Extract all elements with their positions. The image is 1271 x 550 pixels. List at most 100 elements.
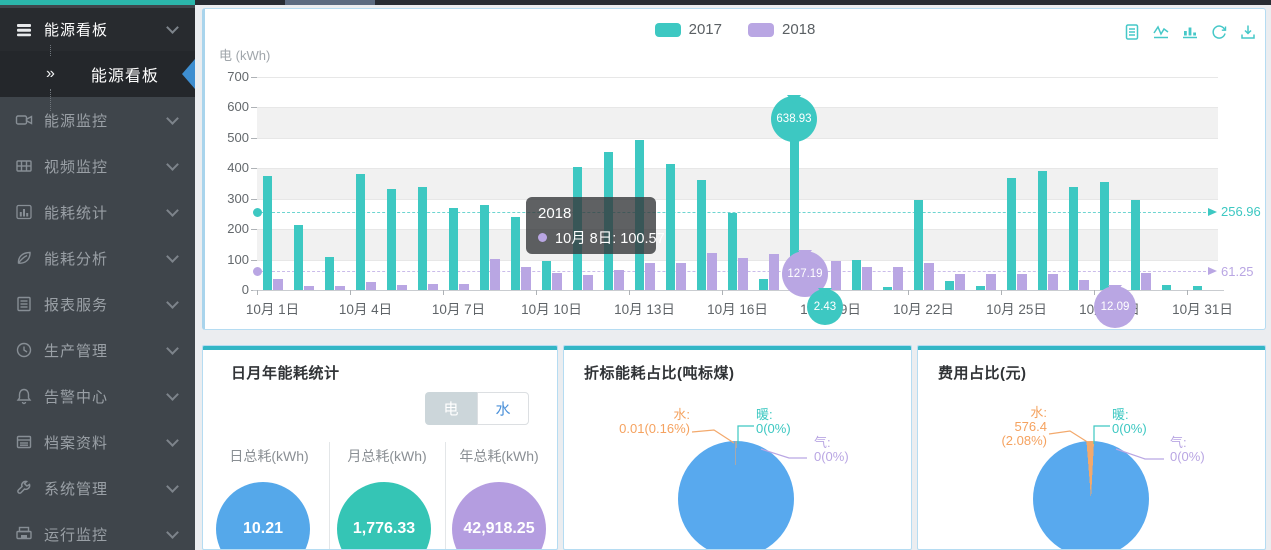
x-axis-label: 10月 4日 [338, 302, 393, 317]
bar-2017-day28[interactable] [1099, 181, 1109, 290]
legend-item-2018[interactable]: 2018 [748, 21, 815, 38]
bar-2018-day27[interactable] [1079, 280, 1089, 290]
top-strip-sidebar-segment [0, 0, 195, 5]
bar-2017-day3[interactable] [324, 257, 334, 290]
sidebar-subitem-energy-dashboard-active[interactable]: » 能源看板 [0, 45, 195, 111]
bar-2017-day8[interactable] [479, 204, 489, 290]
bar-2017-day25[interactable] [1006, 178, 1016, 290]
sidebar-item-energy-dashboard[interactable]: 能源看板 [0, 8, 195, 51]
bar-2017-day17[interactable] [758, 279, 768, 290]
bar-2018-day12[interactable] [614, 270, 624, 290]
top-scrollbar-thumb[interactable] [285, 0, 375, 5]
electricity-toggle-button[interactable]: 电 [425, 392, 477, 425]
bar-2017-day4[interactable] [355, 173, 365, 290]
film-icon [14, 157, 33, 176]
bar-2018-day13[interactable] [645, 263, 655, 290]
bar-2017-day27[interactable] [1068, 186, 1078, 290]
sidebar-item-video-monitoring[interactable]: 视频监控 [0, 143, 195, 189]
average-mark-line-label: 61.25 [1208, 262, 1254, 280]
sidebar-item-energy-monitoring[interactable]: 能源监控 [0, 97, 195, 143]
bar-2018-day29[interactable] [1141, 273, 1151, 290]
bar-2017-day5[interactable] [386, 188, 396, 290]
bar-2018-day9[interactable] [521, 267, 531, 290]
y-axis-tick [251, 259, 257, 261]
bar-2017-day16[interactable] [727, 213, 737, 290]
bar-2018-day15[interactable] [707, 252, 717, 290]
column-divider [329, 442, 330, 549]
bar-2018-day24[interactable] [986, 274, 996, 290]
cost-pie-chart[interactable] [1033, 441, 1149, 549]
x-axis-tick [1001, 290, 1002, 295]
sidebar-item-energy-statistics[interactable]: 能耗统计 [0, 189, 195, 235]
restore-icon[interactable] [1210, 23, 1228, 41]
sidebar-item-label: 生产管理 [44, 342, 109, 360]
sidebar-item-alert-center[interactable]: 告警中心 [0, 373, 195, 419]
bar-2018-day21[interactable] [893, 267, 903, 290]
bar-2017-day1[interactable] [262, 175, 272, 290]
average-mark-line [257, 211, 1206, 213]
chevron-down-icon [166, 433, 179, 447]
bar-2017-day30[interactable] [1161, 284, 1171, 290]
energy-chart-card: 2017 2018 电 (kWh) 0 100 20 [202, 8, 1266, 330]
plot-band [257, 168, 1218, 199]
line-chart-type-icon[interactable] [1152, 23, 1170, 41]
legend-item-2017[interactable]: 2017 [654, 21, 722, 38]
bar-2018-day14[interactable] [676, 263, 686, 290]
bar-2018-day2[interactable] [304, 286, 314, 290]
bar-2017-day14[interactable] [665, 163, 675, 290]
bar-2018-day8[interactable] [490, 259, 500, 290]
bar-2017-day24[interactable] [975, 286, 985, 290]
bar-2018-day19[interactable] [831, 261, 841, 290]
bar-2017-day15[interactable] [696, 180, 706, 290]
bar-2018-day20[interactable] [862, 267, 872, 290]
bar-2018-day3[interactable] [335, 286, 345, 290]
bar-2018-day6[interactable] [428, 283, 438, 290]
bar-2017-day22[interactable] [913, 199, 923, 290]
bar-2017-day31[interactable] [1192, 286, 1202, 290]
y-axis-label: 600 [227, 99, 249, 115]
bar-2018-day11[interactable] [583, 274, 593, 290]
bar-2017-day2[interactable] [293, 225, 303, 290]
bar-2017-day29[interactable] [1130, 200, 1140, 290]
bar-2017-day20[interactable] [851, 259, 861, 290]
bar-chart-icon [14, 203, 33, 222]
data-view-icon[interactable] [1123, 23, 1141, 41]
bar-2017-day10[interactable] [541, 261, 551, 290]
report-icon [14, 295, 33, 314]
sidebar-item-archives[interactable]: 档案资料 [0, 419, 195, 465]
bar-2018-day25[interactable] [1017, 274, 1027, 290]
bar-2017-day18[interactable] [789, 95, 799, 290]
average-mark-line-label: 256.96 [1208, 203, 1261, 221]
save-image-icon[interactable] [1239, 23, 1257, 41]
bar-2018-day22[interactable] [924, 262, 934, 290]
bar-2018-day5[interactable] [397, 285, 407, 290]
sidebar-item-operation-monitoring[interactable]: 运行监控 [0, 511, 195, 550]
cost-ratio-card: 费用占比(元) 水: 576.4 (2.08%) 暖: 0(0%) 气: 0(0… [917, 345, 1266, 550]
bar-chart-type-icon[interactable] [1181, 23, 1199, 41]
bar-2017-day7[interactable] [448, 208, 458, 290]
gridline [257, 77, 1218, 78]
bar-2018-day23[interactable] [955, 274, 965, 290]
bar-2018-day1[interactable] [273, 279, 283, 290]
mark-line-arrow [1208, 267, 1217, 276]
bar-2018-day17[interactable] [769, 254, 779, 290]
y-axis-label: 0 [241, 282, 249, 297]
bar-2017-day26[interactable] [1037, 171, 1047, 290]
bar-2018-day26[interactable] [1048, 274, 1058, 290]
sidebar-item-energy-analysis[interactable]: 能耗分析 [0, 235, 195, 281]
sidebar-item-system-management[interactable]: 系统管理 [0, 465, 195, 511]
bar-2018-day4[interactable] [366, 282, 376, 290]
water-toggle-button[interactable]: 水 [477, 392, 529, 425]
bar-2018-day16[interactable] [738, 258, 748, 290]
sidebar-item-production-management[interactable]: 生产管理 [0, 327, 195, 373]
sidebar-item-report-service[interactable]: 报表服务 [0, 281, 195, 327]
bar-2017-day23[interactable] [944, 280, 954, 290]
x-axis-tick [908, 290, 909, 295]
bar-2018-day7[interactable] [459, 283, 469, 290]
bar-2017-day6[interactable] [417, 187, 427, 290]
bar-2018-day10[interactable] [552, 273, 562, 290]
bar-2017-day9[interactable] [510, 216, 520, 290]
coal-pie-chart[interactable] [678, 441, 794, 549]
bar-2017-day21[interactable] [882, 286, 892, 290]
mark-point-tail [818, 288, 832, 298]
